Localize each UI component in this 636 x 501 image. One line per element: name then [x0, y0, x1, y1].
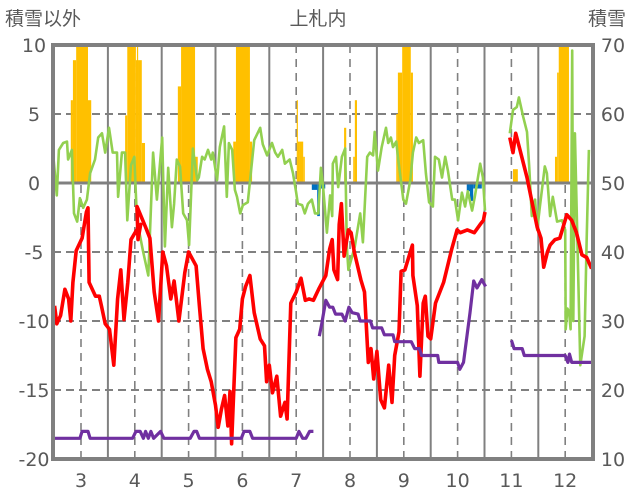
bar-positive	[233, 141, 236, 183]
y-tick-left: -10	[18, 311, 49, 333]
x-tick: 8	[344, 470, 356, 492]
y-tick-left: 0	[28, 173, 40, 195]
bar-positive	[303, 156, 305, 183]
plot-frame	[51, 43, 595, 461]
x-tick: 6	[236, 470, 248, 492]
bar-positive	[297, 141, 300, 183]
y-tick-left: 5	[28, 104, 40, 126]
y-tick-right: 30	[601, 311, 625, 333]
y-tick-right: 20	[601, 380, 625, 402]
x-tick: 7	[290, 470, 302, 492]
x-tick: 10	[446, 470, 470, 492]
bar-positive	[135, 60, 138, 183]
bar-positive	[299, 141, 304, 183]
x-ticks: 3 4 5 6 7 8 9 10 11 12	[75, 470, 577, 492]
x-tick: 3	[75, 470, 87, 492]
bar-positive	[125, 115, 128, 183]
bar-positive	[127, 47, 136, 183]
series-line-green	[508, 49, 591, 367]
bar-positive	[138, 60, 142, 183]
bar-positive	[72, 60, 77, 183]
bar-positive	[87, 100, 92, 183]
chart-title: 上札内	[289, 8, 346, 30]
y-tick-right: 50	[601, 173, 625, 195]
bar-negative	[469, 183, 474, 201]
x-tick: 11	[499, 470, 523, 492]
bar-positive	[141, 142, 146, 183]
x-tick: 5	[183, 470, 195, 492]
y-tick-left: -20	[18, 449, 49, 471]
y-tick-right: 70	[601, 35, 625, 57]
bar-positive	[76, 47, 88, 183]
x-tick: 9	[398, 470, 410, 492]
y-tick-right: 60	[601, 104, 625, 126]
series-line-purple	[509, 339, 591, 364]
y-tick-left: -5	[25, 242, 44, 264]
gridlines	[53, 45, 593, 459]
bar-positive	[398, 72, 403, 183]
y-tick-right: 10	[601, 449, 625, 471]
series-line-red	[508, 131, 591, 270]
bar-positive	[296, 100, 298, 183]
bar-positive	[136, 47, 139, 183]
bar-positive	[70, 100, 73, 183]
x-tick: 12	[553, 470, 577, 492]
bar-positive	[554, 156, 558, 183]
bar-negative	[466, 183, 470, 192]
left-axis-title: 積雪以外	[5, 8, 81, 30]
bar-positive	[513, 169, 518, 183]
bar-positive	[235, 47, 250, 183]
bar-positive	[181, 47, 196, 183]
bar-positive	[558, 47, 569, 183]
bar-positive	[410, 72, 413, 183]
y-tick-left: -15	[18, 380, 49, 402]
right-axis-title: 積雪	[588, 8, 626, 30]
series-line-purple	[317, 278, 488, 371]
bar-positive	[397, 72, 400, 183]
bar-positive	[557, 72, 559, 183]
bar-positive	[402, 47, 411, 183]
bars	[70, 47, 569, 217]
bar-positive	[354, 100, 357, 183]
x-tick: 4	[129, 470, 141, 492]
left-y-ticks: 10 5 0 -5 -10 -15 -20	[18, 35, 49, 471]
series-line-red	[55, 201, 487, 446]
y-tick-left: 10	[22, 35, 46, 57]
series-line-purple	[55, 429, 314, 440]
bar-positive	[353, 156, 355, 183]
series-lines	[55, 49, 591, 446]
right-y-ticks: 70 60 50 40 30 20 10	[601, 35, 625, 471]
y-tick-right: 40	[601, 242, 625, 264]
bar-negative	[311, 183, 318, 190]
bar-positive	[177, 86, 182, 183]
series-line-green	[55, 125, 487, 277]
